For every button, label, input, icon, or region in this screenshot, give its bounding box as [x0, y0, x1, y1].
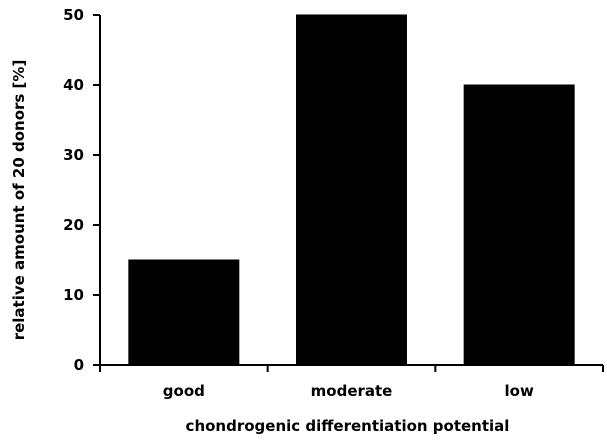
x-ticks-group: good moderate low — [99, 365, 604, 400]
bar-moderate — [296, 14, 407, 366]
y-tick-label: 0 — [74, 356, 84, 374]
x-axis-title: chondrogenic differentiation potential — [186, 417, 510, 435]
y-axis-title: relative amount of 20 donors [%] — [10, 60, 28, 341]
x-tick-label: good — [163, 382, 205, 400]
y-tick-label: 50 — [63, 6, 84, 24]
y-tick-label: 30 — [63, 146, 84, 164]
x-tick-label: moderate — [311, 382, 393, 400]
bar-good — [128, 259, 240, 366]
x-tick-label: low — [505, 382, 534, 400]
y-tick-label: 40 — [63, 76, 84, 94]
bars-group — [128, 14, 575, 366]
y-tick-label: 10 — [63, 286, 84, 304]
y-tick-label: 20 — [63, 216, 84, 234]
bar-low — [463, 84, 575, 366]
y-ticks-group: 0 10 20 30 40 50 — [63, 6, 100, 374]
